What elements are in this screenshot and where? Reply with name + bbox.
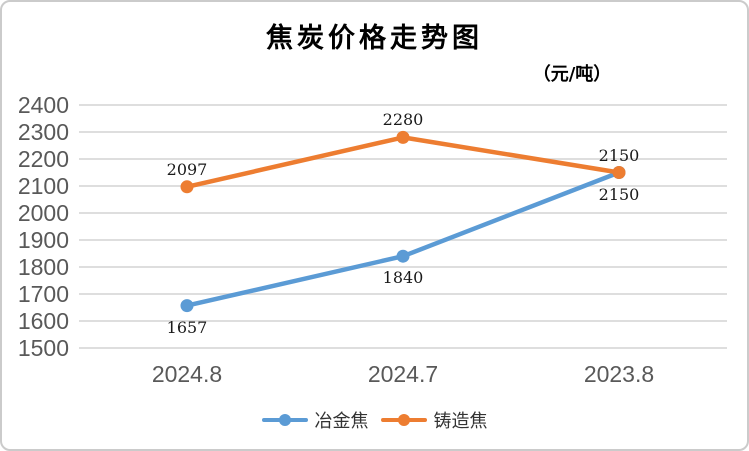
legend-label: 冶金焦 xyxy=(314,411,369,432)
unit-label: （元/吨） xyxy=(532,64,612,85)
legend-line-marker-icon xyxy=(261,408,308,432)
x-axis-tick-label: 2023.8 xyxy=(583,361,655,387)
chart-title: 焦炭价格走势图 xyxy=(266,23,483,54)
y-axis-tick-label: 1900 xyxy=(17,227,69,253)
series-point-0 xyxy=(396,249,410,263)
data-label: 2150 xyxy=(598,184,640,204)
y-axis-tick-label: 2300 xyxy=(17,119,69,145)
series-point-1 xyxy=(612,166,626,179)
legend-line-marker-icon xyxy=(380,408,427,432)
series-point-0 xyxy=(180,299,194,313)
series-line-1 xyxy=(184,135,622,190)
series-point-1 xyxy=(396,130,410,144)
y-axis-tick-label: 1600 xyxy=(17,308,69,334)
legend: 冶金焦 铸造焦 xyxy=(2,407,747,433)
x-axis-tick-label: 2024.7 xyxy=(367,361,439,387)
legend-dot xyxy=(397,414,410,426)
data-label: 2150 xyxy=(598,145,640,165)
x-axis-tick-label: 2024.8 xyxy=(151,361,223,387)
data-label: 1657 xyxy=(166,317,208,337)
data-label: 2097 xyxy=(166,159,208,179)
y-axis-tick-label: 2000 xyxy=(17,200,69,226)
legend-item-0: 冶金焦 xyxy=(261,407,369,433)
y-axis-tick-label: 1500 xyxy=(17,335,69,361)
legend-item-1: 铸造焦 xyxy=(380,407,488,433)
y-axis-tick-label: 1700 xyxy=(17,281,69,307)
y-axis-tick-label: 2100 xyxy=(17,173,69,199)
legend-label: 铸造焦 xyxy=(433,411,488,432)
legend-dot xyxy=(278,414,291,426)
y-axis-tick-label: 2200 xyxy=(17,146,69,172)
series-point-1 xyxy=(180,180,194,194)
data-label: 1840 xyxy=(382,268,424,288)
data-label: 2280 xyxy=(382,110,424,130)
y-axis-tick-label: 2400 xyxy=(17,92,69,118)
y-axis-tick-label: 1800 xyxy=(17,254,69,280)
